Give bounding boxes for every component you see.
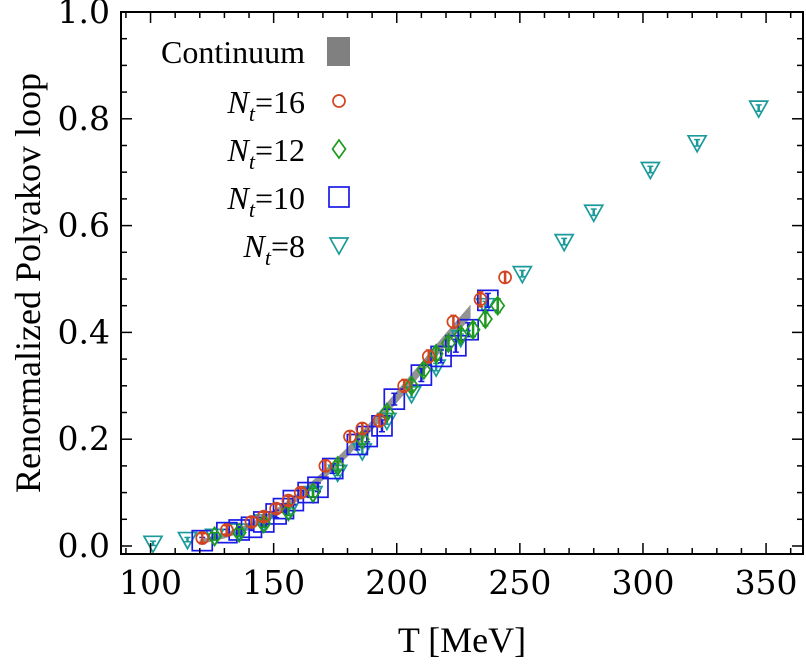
data-point: [195, 531, 210, 545]
y-axis-title: Renormalized Polyakov loop: [8, 73, 48, 493]
data-point: [281, 493, 296, 508]
data-point: [280, 500, 296, 522]
legend-label-subscript: t: [249, 197, 256, 222]
series-circle: [195, 270, 512, 545]
y-tick-label: 0.6: [58, 206, 110, 245]
legend-marker: [328, 237, 350, 256]
x-tick-label: 250: [488, 563, 551, 602]
data-point: [748, 100, 770, 119]
legend-label-series: Nt=12: [226, 132, 305, 174]
data-point: [498, 270, 512, 285]
legend-swatch-continuum: [327, 37, 350, 66]
legend-label-subscript: t: [265, 245, 272, 270]
data-point: [269, 501, 283, 516]
data-point: [511, 265, 533, 285]
y-tick-label: 0.2: [58, 419, 110, 458]
data-point: [142, 535, 164, 555]
x-axis-title: T [MeV]: [398, 620, 526, 660]
data-point: [490, 295, 506, 317]
plot-frame: [120, 11, 804, 555]
data-point: [207, 525, 223, 547]
data-point: [293, 485, 308, 500]
data-point: [355, 421, 370, 436]
data-point: [686, 134, 708, 154]
legend-marker: [328, 186, 350, 208]
legend-label-suffix: =12: [255, 132, 305, 168]
y-tick-label: 1.0: [58, 0, 110, 31]
continuum-band: [199, 304, 471, 545]
legend-marker: [332, 94, 346, 108]
legend-label-series: Nt=16: [226, 84, 305, 126]
legend-label-prefix: N: [226, 132, 250, 168]
data-point: [256, 509, 271, 524]
x-tick-label: 100: [119, 563, 182, 602]
legend-label-subscript: t: [249, 101, 256, 126]
data-point: [372, 413, 387, 428]
y-tick-label: 0.8: [58, 99, 110, 138]
data-point: [318, 459, 333, 473]
y-tick-label: 0.4: [58, 312, 110, 351]
data-point: [343, 429, 357, 444]
data-point: [204, 528, 226, 548]
legend-marker: [331, 138, 347, 160]
data-point: [220, 523, 234, 537]
y-tick-label: 0.0: [58, 526, 110, 565]
legend-label-suffix: =10: [255, 180, 305, 216]
data-point: [307, 476, 329, 499]
data-point: [231, 522, 247, 544]
data-point: [583, 204, 605, 223]
data-point: [553, 233, 575, 253]
data-point: [477, 308, 493, 330]
data-point: [244, 515, 259, 529]
data-point: [282, 489, 305, 512]
series-layer: [142, 100, 770, 555]
x-tick-label: 150: [242, 563, 305, 602]
legend-label-prefix: N: [242, 228, 266, 264]
legend-label-prefix: N: [226, 84, 250, 120]
data-point: [446, 314, 461, 329]
series-diamond: [207, 295, 506, 547]
data-point: [465, 319, 481, 341]
data-point: [354, 428, 370, 450]
legend-label-suffix: =16: [255, 84, 305, 120]
data-point: [397, 378, 411, 393]
x-tick-label: 350: [735, 563, 798, 602]
continuum-layer: [199, 304, 471, 545]
axis-ticks: [121, 11, 803, 554]
legend-label-subscript: t: [249, 149, 256, 174]
data-point: [473, 292, 488, 307]
x-tick-label: 200: [365, 563, 428, 602]
data-point: [330, 455, 346, 477]
legend-label-prefix: N: [226, 180, 250, 216]
data-point: [421, 349, 436, 364]
data-point: [379, 402, 395, 423]
legend-label-continuum: Continuum: [161, 34, 305, 70]
legend-label-suffix: =8: [271, 228, 305, 264]
data-point: [305, 482, 321, 504]
legend-label-series: Nt=10: [226, 180, 305, 222]
axis-tick-labels: 100 150 200 250 300 350 0.0 0.2 0.4 0.6 0.8 1.0: [58, 0, 798, 602]
data-point: [639, 161, 661, 181]
data-point: [416, 359, 432, 381]
data-point: [383, 388, 406, 410]
data-point: [440, 332, 457, 354]
data-point: [453, 324, 469, 346]
x-tick-label: 300: [611, 563, 674, 602]
legend-label-series: Nt=8: [242, 228, 305, 270]
data-point: [444, 334, 467, 357]
data-point: [403, 375, 420, 397]
